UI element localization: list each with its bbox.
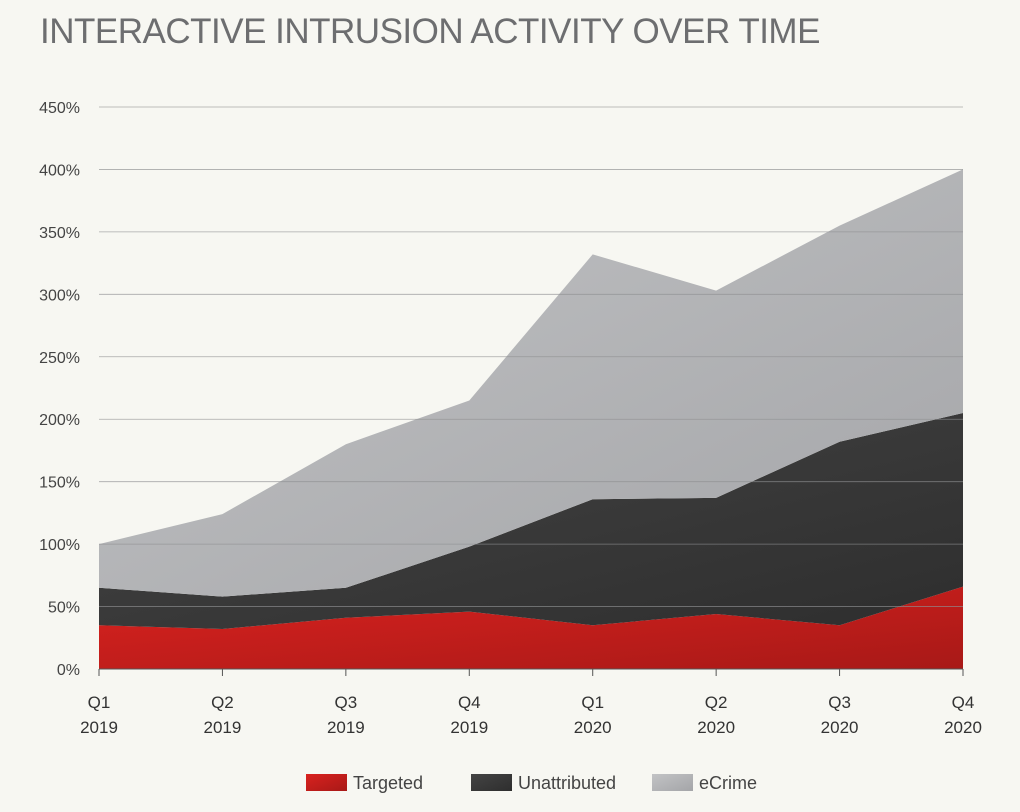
legend-label: Targeted — [353, 773, 423, 793]
legend-label: eCrime — [699, 773, 757, 793]
gridlines — [99, 106, 963, 607]
x-tick-label: Q4 2019 — [450, 693, 488, 737]
y-tick-label: 400% — [39, 162, 80, 179]
x-tick-label: Q4 2020 — [944, 693, 982, 737]
axes — [98, 668, 964, 676]
plot-areas — [99, 169, 963, 669]
x-tick-label: Q1 2019 — [80, 693, 118, 737]
x-axis-ticks: Q1 2019 Q2 2019 Q3 2019 Q4 2019 Q1 2020 Q2 2020 Q3 20… — [80, 693, 982, 737]
area-ecrime — [99, 169, 963, 597]
y-tick-label: 350% — [39, 225, 80, 242]
legend-item-unattributed: Unattributed — [471, 773, 616, 793]
x-tick-label: Q2 2020 — [697, 693, 735, 737]
y-tick-label: 100% — [39, 537, 80, 554]
legend-swatch — [471, 774, 512, 791]
legend-label: Unattributed — [518, 773, 616, 793]
y-tick-label: 300% — [39, 287, 80, 304]
x-tick-label: Q1 2020 — [574, 693, 612, 737]
y-tick-label: 200% — [39, 412, 80, 429]
y-tick-label: 50% — [48, 600, 80, 617]
y-tick-label: 0% — [57, 662, 80, 679]
y-tick-label: 450% — [39, 100, 80, 117]
x-tick-label: Q3 2020 — [821, 693, 859, 737]
area-unattributed — [99, 413, 963, 629]
x-tick-label: Q2 2019 — [204, 693, 242, 737]
y-axis-ticks: 0% 50% 100% 150% 200% 250% 300% 350% 400% 450% — [39, 100, 80, 679]
area-targeted — [99, 586, 963, 669]
legend-swatch — [652, 774, 693, 791]
x-tick-label: Q3 2019 — [327, 693, 365, 737]
chart-title: INTERACTIVE INTRUSION ACTIVITY OVER TIME — [40, 12, 820, 51]
y-tick-label: 250% — [39, 350, 80, 367]
legend-swatch — [306, 774, 347, 791]
y-tick-label: 150% — [39, 475, 80, 492]
legend-item-ecrime: eCrime — [652, 773, 757, 793]
legend-item-targeted: Targeted — [306, 773, 423, 793]
legend: Targeted Unattributed eCrime — [306, 773, 757, 793]
